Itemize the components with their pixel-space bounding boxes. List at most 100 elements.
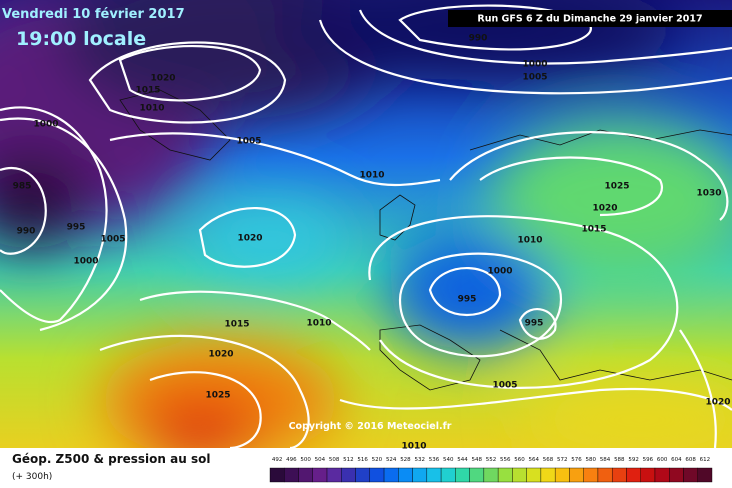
- scale-label: 536: [429, 457, 440, 463]
- scale-label: 544: [457, 457, 468, 463]
- copyright: Copyright © 2016 Meteociel.fr: [289, 421, 452, 432]
- isobar-label: 985: [13, 182, 32, 192]
- isobar-label: 995: [525, 319, 544, 329]
- coastlines: [119, 89, 732, 391]
- isobar-label: 1000: [522, 60, 547, 70]
- isobar-label: 1010: [306, 319, 331, 329]
- isobars: [0, 4, 732, 448]
- scale-label: 588: [614, 457, 625, 463]
- scale-swatch: [669, 467, 684, 483]
- scale-swatch: [369, 467, 385, 483]
- time: 19:00 locale: [16, 28, 146, 50]
- isobar-label: 990: [17, 227, 36, 237]
- scale-swatch: [683, 467, 698, 483]
- isobar-label: 1015: [224, 320, 249, 330]
- scale-label: 512: [343, 457, 354, 463]
- scale-label: 532: [414, 457, 425, 463]
- scale-swatch: [269, 467, 285, 483]
- scale-label: 528: [400, 457, 411, 463]
- isobar-label: 1010: [139, 104, 164, 114]
- scale-swatch: [455, 467, 470, 483]
- scale-label: 548: [471, 457, 482, 463]
- scale-swatch: [312, 467, 328, 483]
- scale-label: 496: [286, 457, 297, 463]
- scale-label: 612: [700, 457, 711, 463]
- scale-label: 564: [529, 457, 540, 463]
- scale-label: 568: [543, 457, 554, 463]
- scale-swatch: [469, 467, 485, 483]
- isobar-label: 1005: [236, 137, 261, 147]
- isobar-label: 995: [67, 223, 86, 233]
- isobar-label: 1000: [73, 257, 98, 267]
- isobar-label: 1020: [237, 234, 262, 244]
- scale-label: 608: [685, 457, 696, 463]
- isobar-label: 1010: [401, 442, 426, 452]
- scale-label: 560: [514, 457, 525, 463]
- isobar-label: 1015: [581, 225, 606, 235]
- scale-swatch: [440, 467, 456, 483]
- color-scale: 492 496 500 504 508 512 516 520 524 528 532 536 540 5…: [269, 457, 713, 483]
- scale-swatch: [640, 467, 656, 483]
- date: Vendredi 10 février 2017: [2, 7, 185, 22]
- isobar-label: 1020: [150, 74, 175, 84]
- scale-label: 556: [500, 457, 511, 463]
- scale-label: 576: [571, 457, 582, 463]
- isobar-label: 995: [458, 295, 477, 305]
- isobar-label: 1000: [487, 267, 512, 277]
- scale-swatch: [383, 467, 399, 483]
- scale-label: 572: [557, 457, 568, 463]
- legend-lead: (+ 300h): [12, 472, 52, 482]
- scale-swatch: [697, 467, 713, 483]
- scale-swatch: [583, 467, 599, 483]
- isobar-label: 1005: [100, 235, 125, 245]
- scale-label: 596: [643, 457, 654, 463]
- legend-title: Géop. Z500 & pression au sol: [12, 452, 210, 466]
- scale-swatch: [341, 467, 356, 483]
- scale-label: 552: [486, 457, 497, 463]
- scale-swatch: [412, 467, 428, 483]
- isobar-label: 1005: [522, 73, 547, 83]
- isobar-label: 1030: [696, 189, 721, 199]
- scale-swatch: [626, 467, 641, 483]
- isobar-label: 1020: [208, 350, 233, 360]
- isobar-label: 1020: [592, 204, 617, 214]
- scale-label: 540: [443, 457, 454, 463]
- scale-swatch: [426, 467, 442, 483]
- isobar-label: 1010: [359, 171, 384, 181]
- scale-label: 520: [372, 457, 383, 463]
- scale-label: 504: [315, 457, 326, 463]
- scale-swatch: [326, 467, 342, 483]
- scale-label: 604: [671, 457, 682, 463]
- scale-swatch: [483, 467, 499, 483]
- scale-swatch: [540, 467, 556, 483]
- run-box: [448, 10, 732, 27]
- scale-swatch: [298, 467, 313, 483]
- scale-swatch: [654, 467, 670, 483]
- scale-swatch: [526, 467, 542, 483]
- isobar-label: 1005: [492, 381, 517, 391]
- isobar-labels: 990 1000 1005 1020 1015 1010 1000 1005 1010 985 99…: [13, 34, 731, 452]
- run-info: Run GFS 6 Z du Dimanche 29 janvier 2017: [477, 14, 702, 25]
- scale-swatch: [554, 467, 570, 483]
- scale-swatch: [398, 467, 413, 483]
- scale-label: 524: [386, 457, 397, 463]
- scale-label: 492: [272, 457, 283, 463]
- scale-label: 584: [600, 457, 611, 463]
- scale-label: 600: [657, 457, 668, 463]
- scale-swatch: [569, 467, 584, 483]
- scale-swatch: [512, 467, 527, 483]
- isobar-label: 1020: [705, 398, 730, 408]
- scale-label: 592: [628, 457, 639, 463]
- scale-label: 516: [357, 457, 368, 463]
- map: [0, 0, 732, 448]
- scale-swatch: [597, 467, 613, 483]
- scale-label: 500: [300, 457, 311, 463]
- scale-swatch: [355, 467, 371, 483]
- scale-label: 508: [329, 457, 340, 463]
- scale-swatch: [284, 467, 299, 483]
- scale-label: 580: [586, 457, 597, 463]
- isobar-label: 1015: [135, 86, 160, 96]
- scale-swatch: [497, 467, 513, 483]
- isobar-label: 1010: [517, 236, 542, 246]
